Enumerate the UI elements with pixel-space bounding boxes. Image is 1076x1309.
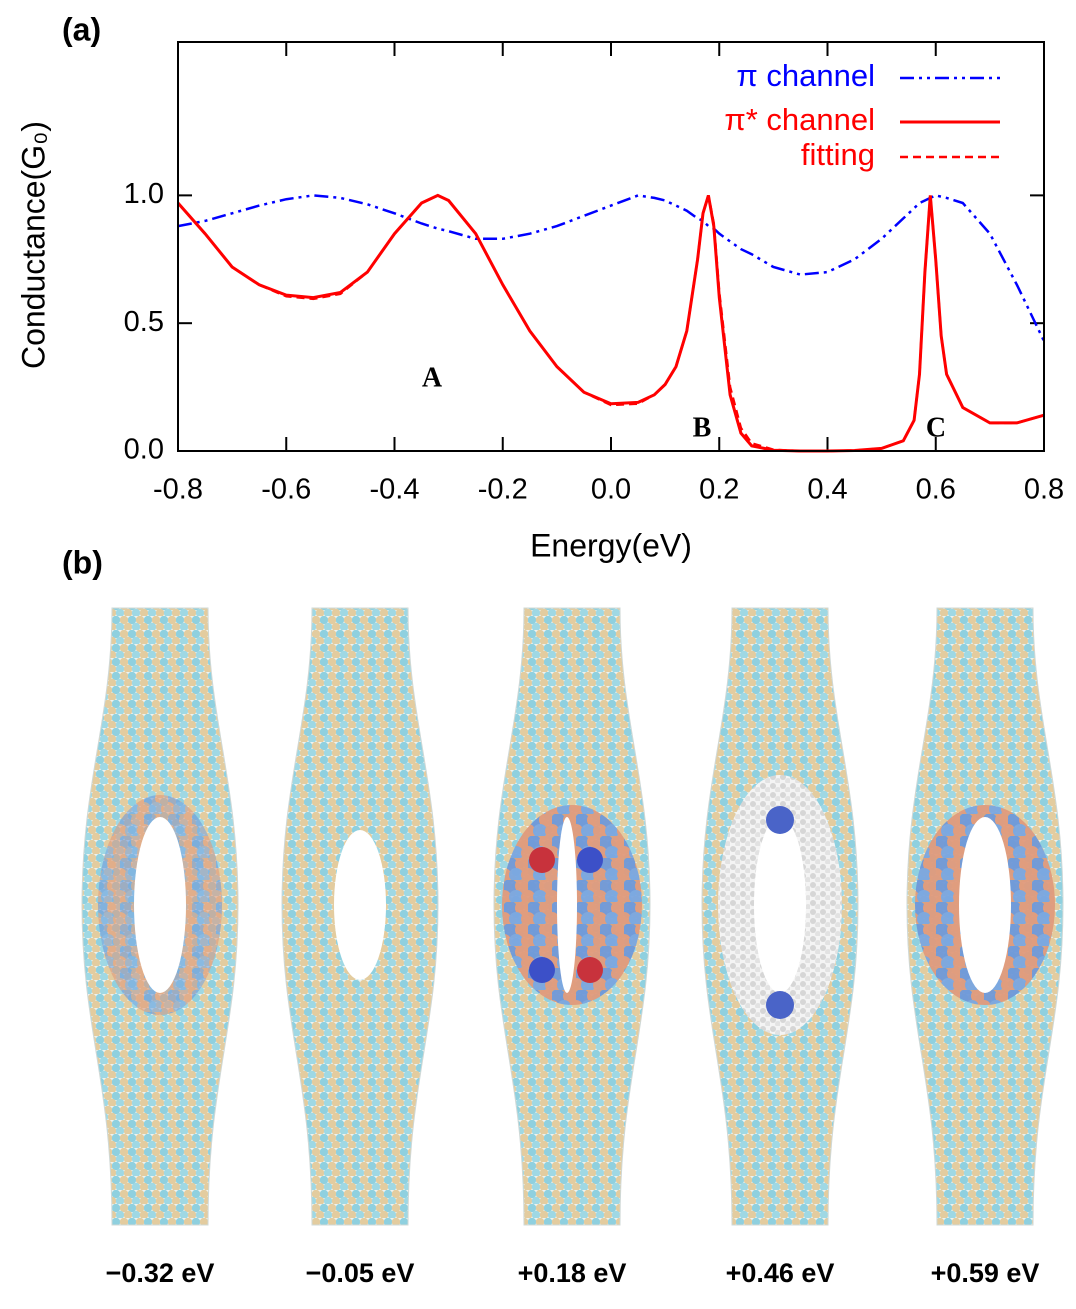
atom	[529, 957, 555, 983]
atom	[529, 847, 555, 873]
x-tick-label: 0.8	[1024, 474, 1064, 506]
hole	[754, 817, 806, 993]
annotation: A	[422, 362, 443, 393]
legend-label: π* channel	[724, 102, 875, 137]
hole	[134, 817, 186, 993]
x-tick-label: 0.6	[916, 474, 956, 506]
caption: +0.59 eV	[931, 1258, 1040, 1288]
atom	[766, 806, 794, 834]
x-tick-label: 0.0	[591, 474, 631, 506]
panel-label: (a)	[62, 11, 101, 47]
x-tick-label: -0.4	[370, 474, 420, 506]
caption: +0.46 eV	[726, 1258, 835, 1288]
panel-label: (b)	[62, 544, 103, 580]
x-axis-label: Energy(eV)	[530, 527, 692, 563]
annotation: C	[926, 412, 946, 443]
hole	[959, 817, 1011, 993]
x-tick-label: -0.8	[153, 474, 203, 506]
caption: −0.32 eV	[106, 1258, 215, 1288]
legend-label: π channel	[736, 58, 875, 93]
series-line	[177, 194, 1046, 342]
atom	[577, 847, 603, 873]
x-tick-label: 0.4	[807, 474, 847, 506]
y-tick-label: 1.0	[124, 178, 164, 210]
structure-images: −0.32 eV −0.05 eV +0.18 eV +0.46 eV +0.59 eV	[81, 607, 1064, 1288]
atom	[766, 991, 794, 1019]
caption: +0.18 eV	[518, 1258, 627, 1288]
x-tick-label: -0.6	[261, 474, 311, 506]
annotation: B	[693, 412, 712, 443]
y-tick-label: 0.0	[124, 434, 164, 466]
atom	[577, 957, 603, 983]
hole	[334, 830, 386, 980]
y-axis-label: Conductance(G₀)	[15, 121, 51, 369]
y-tick-label: 0.5	[124, 306, 164, 338]
series-line	[177, 194, 1045, 453]
caption: −0.05 eV	[306, 1258, 415, 1288]
x-tick-label: -0.2	[478, 474, 528, 506]
hole	[557, 817, 577, 993]
plot-frame	[177, 41, 1045, 452]
x-tick-label: 0.2	[699, 474, 739, 506]
legend-label: fitting	[801, 137, 875, 172]
